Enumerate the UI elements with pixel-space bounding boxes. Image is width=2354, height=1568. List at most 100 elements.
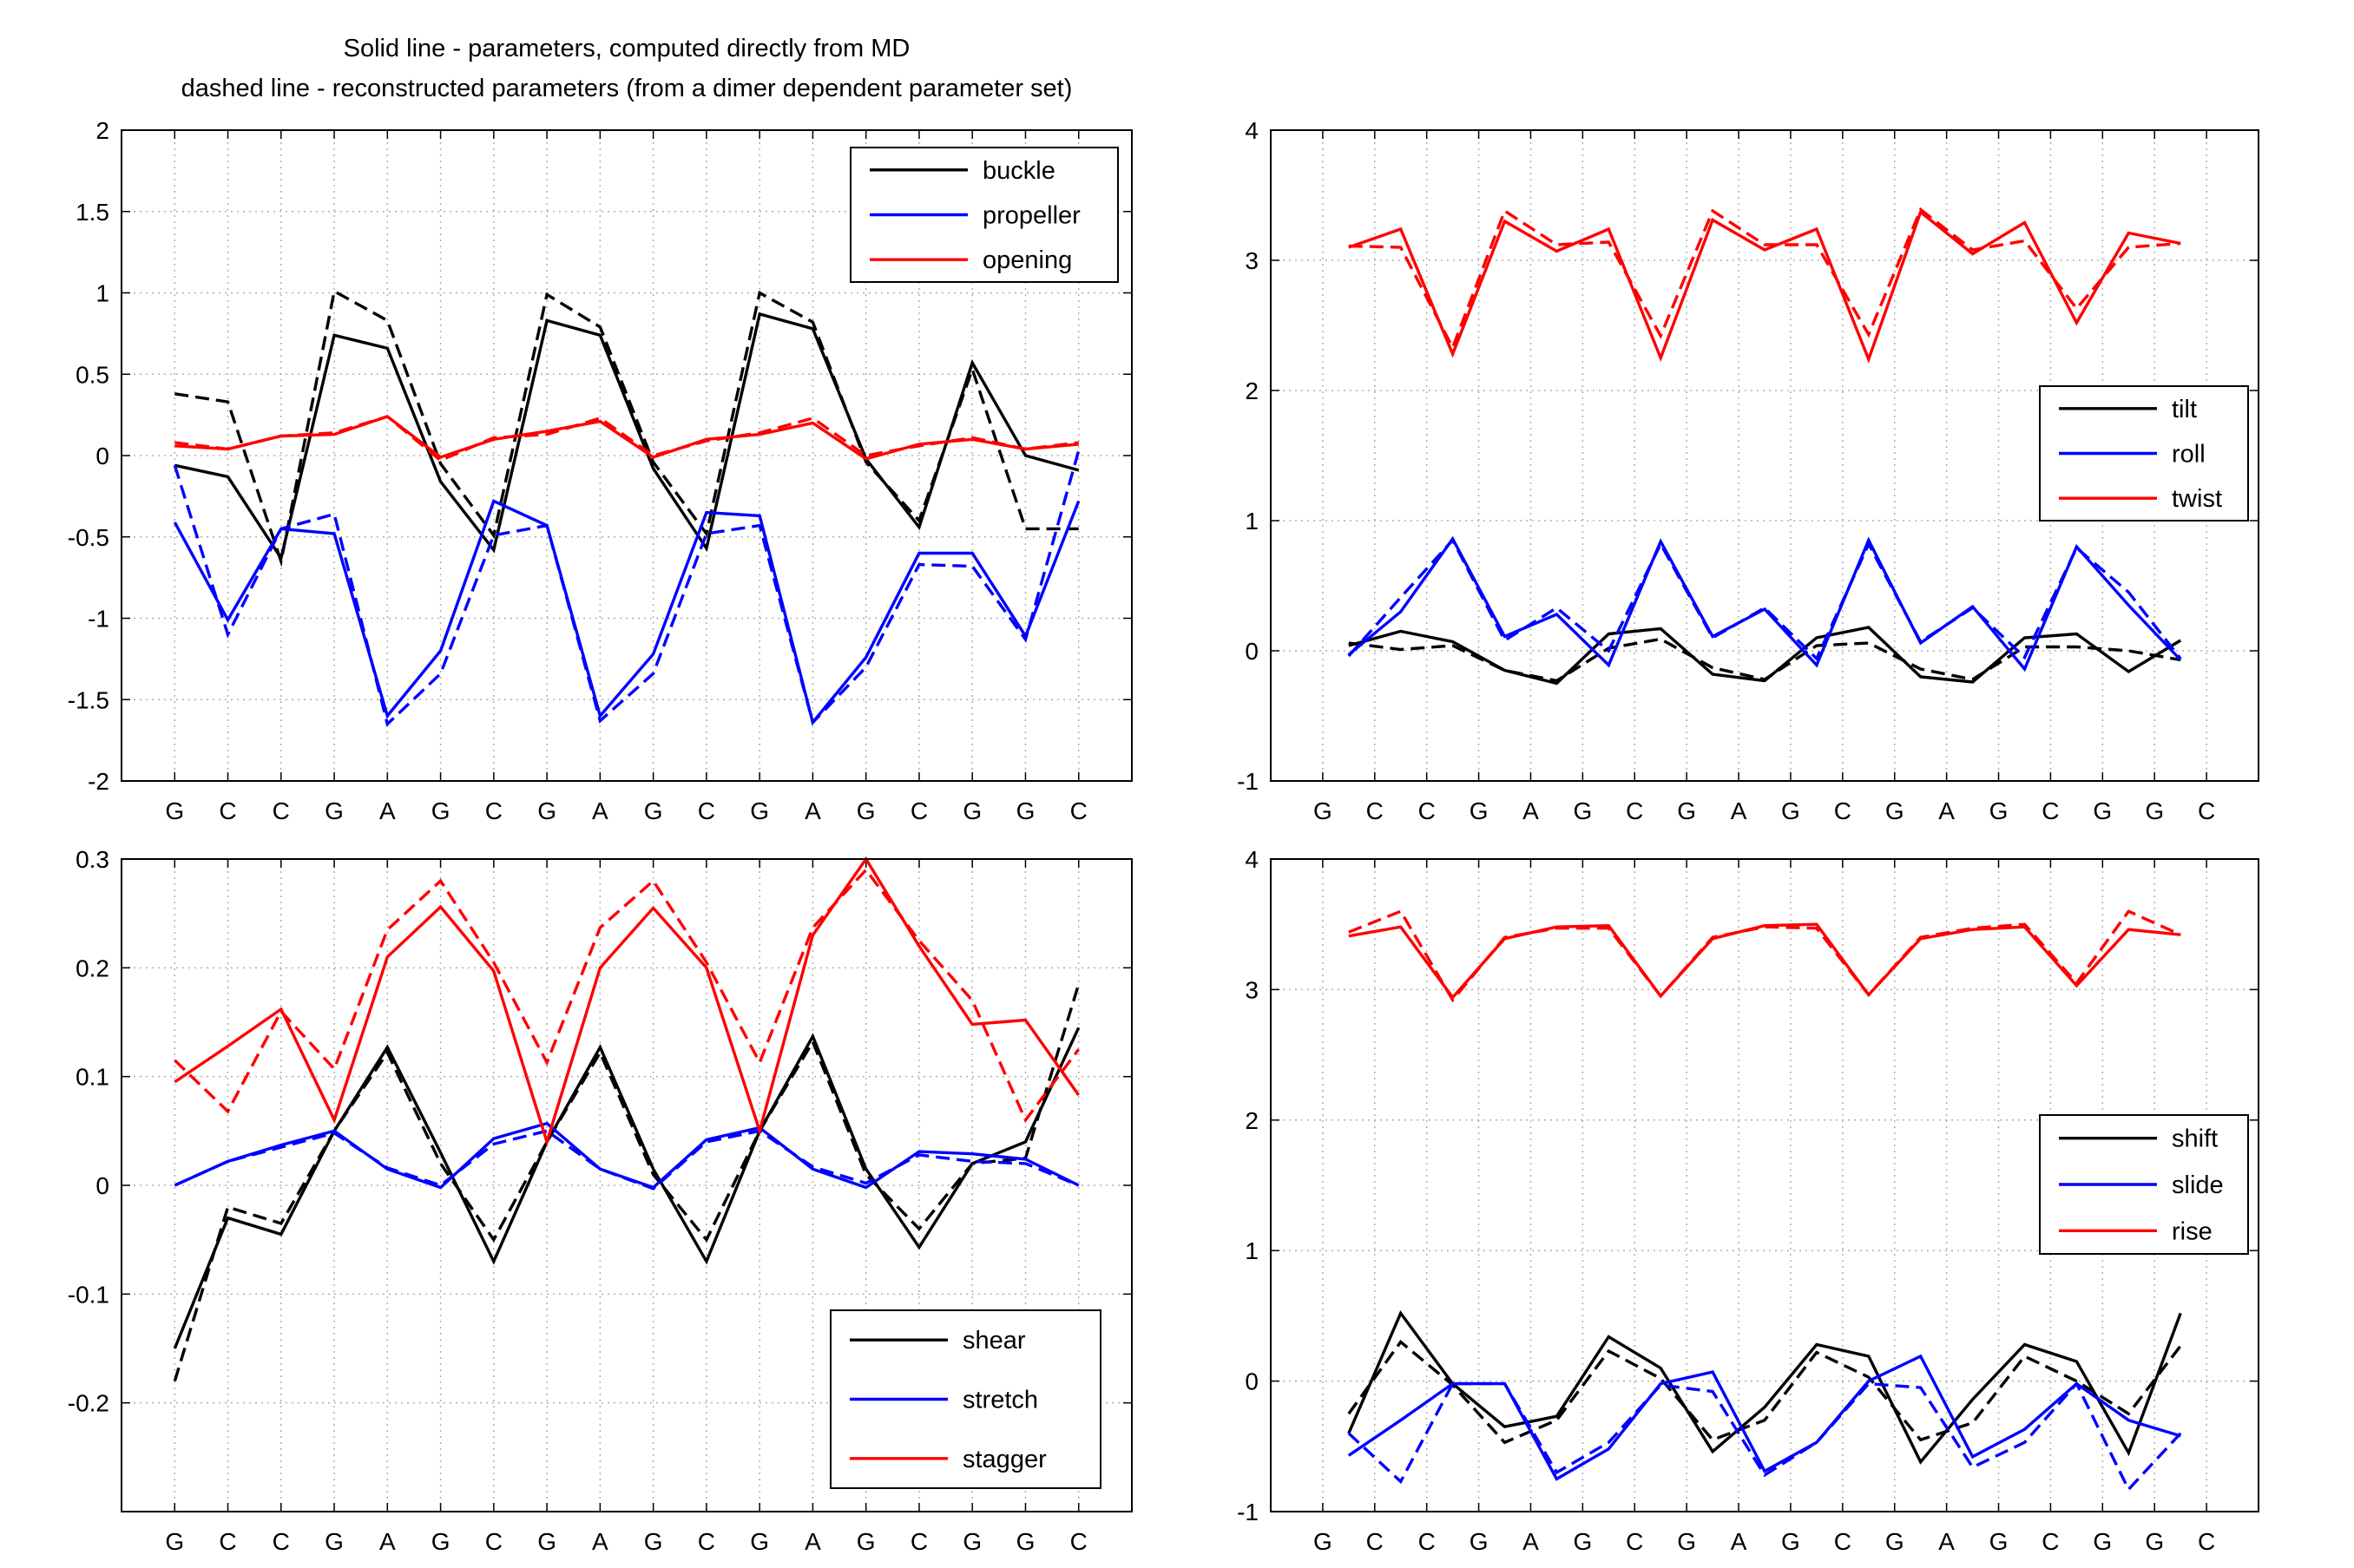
tilt-solid-line xyxy=(1348,626,2182,686)
y-tick-label: -0.1 xyxy=(68,1281,109,1308)
legend-label-tilt: tilt xyxy=(2172,396,2197,423)
x-tick-label: G xyxy=(963,797,982,824)
x-tick-label: C xyxy=(219,797,236,824)
x-tick-label: A xyxy=(1731,1528,1747,1555)
y-tick-label: -0.5 xyxy=(68,524,109,551)
x-tick-label: C xyxy=(2198,1528,2215,1555)
x-tick-label: C xyxy=(1418,797,1436,824)
y-tick-label: 1 xyxy=(1245,508,1259,535)
twist-solid-line xyxy=(1348,209,2181,364)
x-tick-label: G xyxy=(325,797,344,824)
y-tick-label: 0 xyxy=(95,443,109,469)
x-tick-label: C xyxy=(1070,1528,1088,1555)
y-tick-label: 1.5 xyxy=(76,199,109,226)
legend-label-opening: opening xyxy=(983,246,1072,274)
x-tick-label: C xyxy=(911,797,928,824)
x-tick-label: A xyxy=(592,1528,608,1555)
x-tick-label: A xyxy=(379,797,396,824)
x-tick-label: G xyxy=(857,1528,876,1555)
x-tick-label: C xyxy=(1626,1528,1643,1555)
y-tick-label: 0.3 xyxy=(76,846,109,873)
propeller-dashed-line xyxy=(173,449,1081,727)
legend-label-propeller: propeller xyxy=(983,202,1081,230)
chart-panel-1: -2 -1.5 -1 -0.5 0 0.5 1 1.5 2 G C C G A G C G A G C G A G C G G Cb… xyxy=(68,117,1133,824)
y-tick-label: 0 xyxy=(1245,1368,1259,1395)
x-tick-label: A xyxy=(1938,797,1955,824)
x-tick-label: G xyxy=(750,1528,769,1555)
x-tick-label: G xyxy=(165,797,184,824)
axes-frame xyxy=(1270,858,2259,1512)
x-tick-label: G xyxy=(1016,797,1036,824)
y-tick-label: 2 xyxy=(1245,377,1259,404)
buckle-solid-line xyxy=(174,312,1080,562)
shift-solid-line xyxy=(1347,1310,2182,1465)
chart-title-line-2: dashed line - reconstructed parameters (… xyxy=(181,75,1073,102)
x-tick-label: C xyxy=(1626,797,1643,824)
x-tick-label: G xyxy=(1989,1528,2009,1555)
x-tick-label: A xyxy=(1522,1528,1539,1555)
x-tick-label: G xyxy=(431,1528,450,1555)
x-tick-label: C xyxy=(485,797,503,824)
y-tick-label: 2 xyxy=(95,117,109,144)
x-tick-label: C xyxy=(1834,797,1851,824)
legend-label-twist: twist xyxy=(2172,485,2222,513)
axes-frame xyxy=(121,129,1133,782)
x-tick-label: G xyxy=(644,797,663,824)
y-tick-label: 4 xyxy=(1245,117,1259,144)
y-tick-label: -1.5 xyxy=(68,686,109,713)
x-tick-label: C xyxy=(273,1528,290,1555)
x-tick-label: G xyxy=(1781,1528,1800,1555)
x-tick-label: G xyxy=(537,1528,556,1555)
y-tick-label: 2 xyxy=(1245,1107,1259,1134)
legend-label-stagger: stagger xyxy=(963,1446,1047,1473)
slide-dashed-line xyxy=(1347,1381,2182,1493)
x-tick-label: A xyxy=(592,797,608,824)
rise-solid-line xyxy=(1348,922,2181,1001)
legend-label-roll: roll xyxy=(2172,441,2206,469)
stretch-solid-line xyxy=(174,1121,1080,1190)
legend-label-slide: slide xyxy=(2172,1171,2224,1199)
legend-label-shear: shear xyxy=(963,1327,1026,1355)
stagger-solid-line xyxy=(174,856,1081,1147)
legend: shear stretch stagger xyxy=(830,1309,1101,1489)
y-tick-label: 0.1 xyxy=(76,1064,109,1091)
x-tick-label: C xyxy=(2042,1528,2059,1555)
x-tick-label: C xyxy=(2042,797,2059,824)
x-tick-label: G xyxy=(644,1528,663,1555)
x-tick-label: G xyxy=(750,797,769,824)
x-tick-label: A xyxy=(805,1528,821,1555)
x-tick-label: G xyxy=(325,1528,344,1555)
y-tick-label: 4 xyxy=(1245,846,1259,873)
legend: shift slide rise xyxy=(2039,1114,2249,1255)
chart-title-line-1: Solid line - parameters, computed direct… xyxy=(343,35,911,62)
x-tick-label: C xyxy=(219,1528,236,1555)
x-tick-label: G xyxy=(1470,1528,1489,1555)
y-tick-label: 0 xyxy=(1245,638,1259,665)
x-tick-label: A xyxy=(1731,797,1747,824)
x-tick-label: G xyxy=(1313,797,1332,824)
roll-dashed-line xyxy=(1347,537,2182,661)
shear-dashed-line xyxy=(173,983,1081,1382)
y-tick-label: -1 xyxy=(1237,1499,1259,1525)
y-tick-label: -1 xyxy=(1237,768,1259,795)
x-tick-label: G xyxy=(857,797,876,824)
x-tick-label: C xyxy=(2198,797,2215,824)
y-tick-label: -1 xyxy=(88,606,109,633)
y-tick-label: -0.2 xyxy=(68,1390,109,1417)
x-tick-label: G xyxy=(431,797,450,824)
x-tick-label: G xyxy=(2145,797,2164,824)
x-tick-label: G xyxy=(537,797,556,824)
y-tick-label: -2 xyxy=(88,768,109,795)
x-tick-label: G xyxy=(1470,797,1489,824)
x-tick-label: C xyxy=(485,1528,503,1555)
y-tick-label: 0 xyxy=(95,1172,109,1199)
x-tick-label: A xyxy=(1938,1528,1955,1555)
x-tick-label: G xyxy=(1573,1528,1592,1555)
x-tick-label: C xyxy=(1834,1528,1851,1555)
slide-solid-line xyxy=(1347,1354,2181,1481)
x-tick-label: C xyxy=(1070,797,1088,824)
x-tick-label: G xyxy=(1885,1528,1904,1555)
